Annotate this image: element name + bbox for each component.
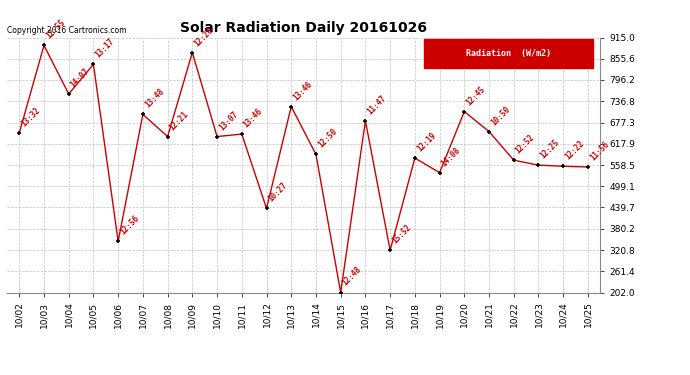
Point	[187, 50, 198, 55]
Text: 13:17: 13:17	[93, 37, 116, 60]
Text: 12:52: 12:52	[514, 133, 537, 156]
Text: 13:46: 13:46	[291, 79, 314, 102]
Text: 13:07: 13:07	[217, 109, 240, 132]
Text: 12:50: 12:50	[316, 127, 339, 150]
Point	[533, 162, 544, 168]
Point	[261, 206, 272, 212]
Text: Radiation  (W/m2): Radiation (W/m2)	[466, 49, 551, 58]
Point	[236, 131, 247, 137]
Text: 12:55: 12:55	[44, 18, 67, 41]
Point	[484, 129, 495, 135]
Point	[335, 290, 346, 296]
Point	[459, 108, 470, 114]
Point	[509, 157, 520, 163]
Point	[63, 91, 75, 97]
Text: 12:48: 12:48	[341, 265, 364, 288]
Text: 11:56: 11:56	[588, 140, 611, 162]
Text: 12:19: 12:19	[415, 131, 437, 153]
Text: 15:52: 15:52	[390, 223, 413, 246]
Point	[212, 134, 223, 140]
Point	[162, 134, 173, 140]
Title: Solar Radiation Daily 20161026: Solar Radiation Daily 20161026	[180, 21, 427, 35]
Text: 12:22: 12:22	[563, 139, 586, 162]
Text: 12:56: 12:56	[118, 214, 141, 237]
Text: 13:46: 13:46	[241, 107, 264, 129]
Point	[360, 118, 371, 124]
Text: 12:45: 12:45	[464, 84, 487, 107]
Point	[137, 111, 148, 117]
Text: 14:08: 14:08	[440, 146, 462, 168]
Text: 12:25: 12:25	[538, 138, 561, 160]
Text: 12:21: 12:21	[168, 109, 190, 132]
Text: 13:48: 13:48	[143, 87, 166, 110]
Text: 14:07: 14:07	[69, 67, 92, 89]
Text: 13:32: 13:32	[19, 106, 42, 128]
Point	[558, 163, 569, 169]
Point	[434, 170, 445, 176]
Point	[39, 42, 50, 48]
Point	[409, 155, 420, 161]
Text: 11:47: 11:47	[366, 93, 388, 116]
Point	[88, 62, 99, 68]
Text: Copyright 2016 Cartronics.com: Copyright 2016 Cartronics.com	[7, 26, 126, 35]
Point	[286, 104, 297, 110]
Text: 12:20: 12:20	[193, 25, 215, 48]
Text: 10:27: 10:27	[266, 181, 289, 204]
Point	[14, 130, 25, 136]
Point	[582, 164, 593, 170]
Point	[112, 238, 124, 244]
Point	[384, 247, 395, 253]
Text: 10:50: 10:50	[489, 104, 512, 127]
Point	[310, 152, 322, 157]
